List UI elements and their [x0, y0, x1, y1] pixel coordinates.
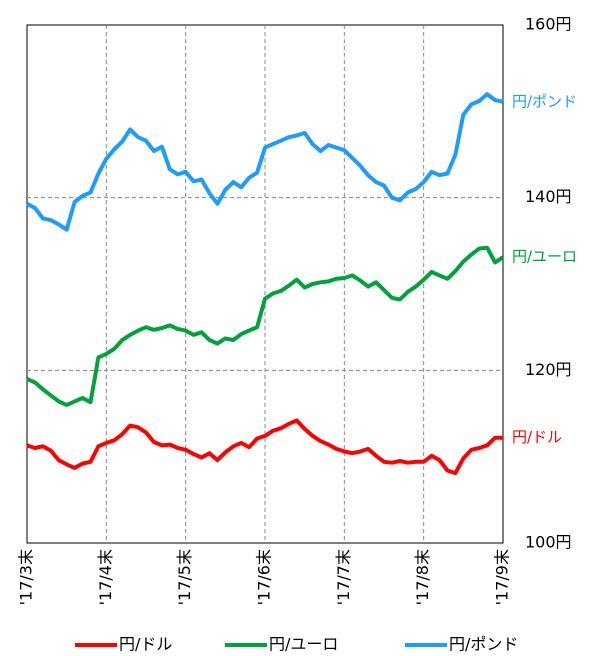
series-line — [26, 92, 504, 232]
x-tick-label: '17/4末 — [96, 549, 115, 605]
y-tick-label: 160円 — [525, 15, 572, 34]
x-tick-label: '17/6末 — [255, 549, 274, 605]
legend-label: 円/ポンド — [449, 635, 518, 654]
x-tick-label: '17/8末 — [413, 549, 432, 605]
x-tick-label: '17/3末 — [17, 549, 36, 605]
x-tick-label: '17/7末 — [334, 549, 353, 605]
series-line — [26, 418, 503, 476]
legend-label: 円/ドル — [119, 635, 172, 654]
x-tick-label: '17/9末 — [493, 549, 512, 605]
series-line — [26, 245, 505, 407]
legend-label: 円/ユーロ — [269, 635, 338, 654]
y-tick-label: 140円 — [525, 187, 572, 206]
y-tick-label: 100円 — [525, 533, 572, 552]
series-end-label: 円/ドル — [512, 428, 562, 446]
series-end-label: 円/ユーロ — [512, 248, 577, 266]
x-tick-label: '17/5末 — [175, 549, 194, 605]
y-tick-label: 120円 — [525, 360, 572, 379]
series-end-label: 円/ポンド — [512, 92, 577, 110]
